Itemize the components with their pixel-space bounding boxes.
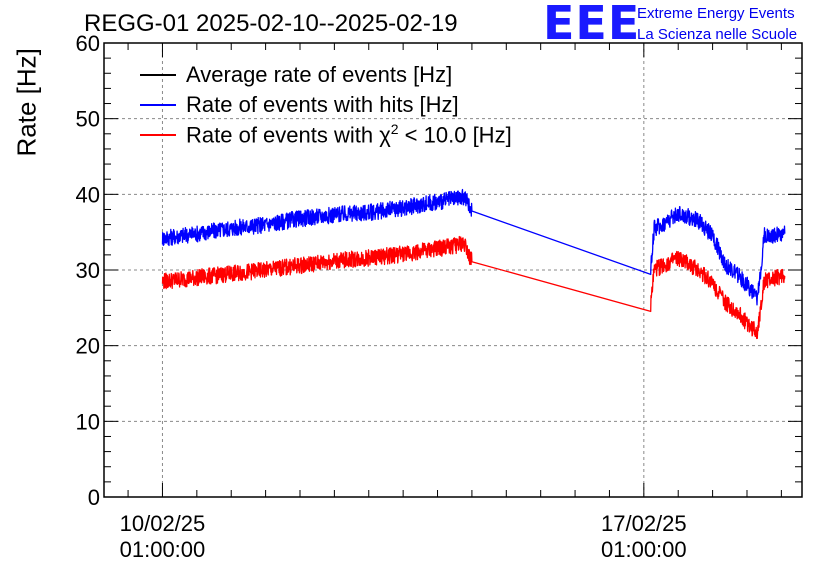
y-tick-label: 10 bbox=[76, 409, 100, 434]
legend-label-chi2-pre: Rate of events with χ bbox=[186, 122, 391, 148]
series-line-chi2 bbox=[161, 235, 786, 340]
logo-subtitle-2: La Scienza nelle Scuole bbox=[637, 26, 798, 43]
plot-frame bbox=[103, 42, 803, 498]
x-tick-label-time: 01:00:00 bbox=[120, 537, 206, 562]
legend-label-chi2: Rate of events with χ2 < 10.0 [Hz] bbox=[186, 121, 512, 148]
y-tick-label: 60 bbox=[76, 31, 100, 56]
logo-subtitle-1: Extreme Energy Events bbox=[637, 5, 795, 22]
y-tick-label: 0 bbox=[88, 485, 100, 510]
legend-label-average: Average rate of events [Hz] bbox=[186, 62, 453, 87]
legend-label-chi2-sup: 2 bbox=[390, 121, 399, 138]
legend: Average rate of events [Hz] Rate of even… bbox=[140, 60, 512, 150]
y-tick-label: 30 bbox=[76, 258, 100, 283]
legend-swatch-average bbox=[140, 74, 176, 76]
x-tick-label-time: 01:00:00 bbox=[601, 537, 687, 562]
x-tick-label-date: 17/02/25 bbox=[601, 511, 687, 536]
eee-logo: EEE bbox=[543, 0, 641, 50]
legend-item-hits: Rate of events with hits [Hz] bbox=[140, 90, 512, 120]
legend-item-average: Average rate of events [Hz] bbox=[140, 60, 512, 90]
series-line-hits bbox=[161, 188, 786, 306]
chart-title: REGG-01 2025-02-10--2025-02-19 bbox=[84, 10, 458, 37]
x-tick-label-date: 10/02/25 bbox=[120, 511, 206, 536]
legend-label-chi2-post: < 10.0 [Hz] bbox=[398, 122, 512, 148]
legend-swatch-hits bbox=[140, 104, 176, 106]
y-tick-label: 40 bbox=[76, 182, 100, 207]
y-tick-label: 50 bbox=[76, 107, 100, 132]
legend-label-hits: Rate of events with hits [Hz] bbox=[186, 92, 459, 117]
legend-swatch-chi2 bbox=[140, 134, 176, 136]
legend-item-chi2: Rate of events with χ2 < 10.0 [Hz] bbox=[140, 120, 512, 150]
y-tick-label: 20 bbox=[76, 334, 100, 359]
